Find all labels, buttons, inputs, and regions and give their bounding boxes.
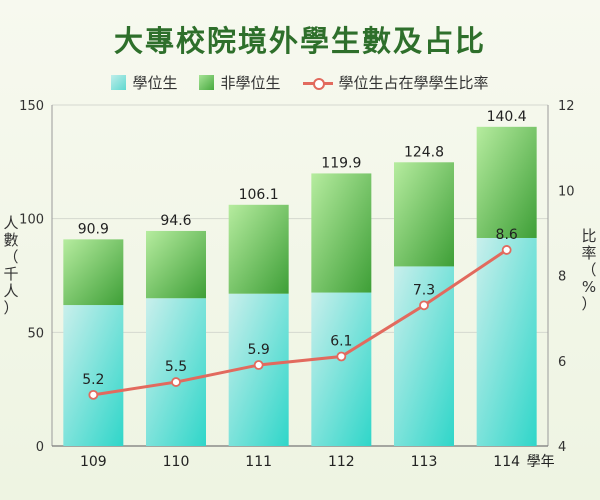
bar-total-label: 90.9 <box>78 221 109 237</box>
y-axis-left-label: 人 數 （ 千 人 ） <box>2 215 20 317</box>
ratio-label: 8.6 <box>496 227 518 243</box>
y-axis-right-char: 率 <box>581 244 597 262</box>
y-axis-right-char: 比 <box>581 227 597 245</box>
ratio-label: 5.2 <box>82 372 104 388</box>
y-tick-label: 50 <box>27 326 44 341</box>
y-axis-left-char: 數 <box>3 231 19 249</box>
bar-total-label: 119.9 <box>321 155 361 171</box>
bar-total-label: 94.6 <box>160 213 191 229</box>
chart-legend: 學位生 非學位生 學位生占在學學生比率 <box>0 72 600 93</box>
y-tick-label: 150 <box>19 99 44 114</box>
bar-nondegree <box>476 126 537 238</box>
y-tick-label: 0 <box>36 440 44 455</box>
y-tick-label: 100 <box>19 213 44 228</box>
legend-nondegree: 非學位生 <box>199 72 281 93</box>
bar-nondegree <box>63 239 124 306</box>
legend-ratio-label: 學位生占在學學生比率 <box>338 74 489 92</box>
x-tick-label: 111 <box>245 454 272 470</box>
ratio-label: 5.9 <box>248 342 270 358</box>
ratio-line <box>93 248 508 397</box>
y-axis-left-char: ） <box>3 299 19 317</box>
ratio-point <box>171 377 181 387</box>
y-axis-right-label: 比 率 （ % ） <box>580 228 598 313</box>
bar-degree <box>476 237 537 446</box>
y2-tick-label: 6 <box>558 355 566 370</box>
legend-nondegree-label: 非學位生 <box>220 74 281 92</box>
y-axis-left-char: 人 <box>3 282 19 300</box>
legend-ratio: 學位生占在學學生比率 <box>302 72 489 93</box>
bar-degree <box>63 305 124 446</box>
x-unit-label: 學年 <box>527 454 555 470</box>
bar-total-label: 140.4 <box>487 109 527 125</box>
bar-total-label: 106.1 <box>239 187 279 203</box>
bar-nondegree <box>228 204 289 294</box>
y2-tick-label: 10 <box>558 184 575 199</box>
ratio-point <box>253 360 264 370</box>
ratio-point <box>419 300 429 311</box>
y-axis-right-char: % <box>581 278 597 296</box>
legend-degree: 學位生 <box>111 72 177 93</box>
y-axis-left-char: 人 <box>3 214 19 232</box>
y-axis-left-char: 千 <box>3 265 19 283</box>
ratio-label: 6.1 <box>330 333 352 349</box>
legend-ratio-line-icon <box>302 77 333 90</box>
chart-title: 大專校院境外學生數及占比 <box>113 24 486 58</box>
legend-nondegree-swatch <box>199 75 215 90</box>
bar-nondegree <box>394 162 454 267</box>
x-tick-label: 114 <box>493 454 520 470</box>
y-axis-right-char: ） <box>581 295 597 313</box>
ratio-label: 7.3 <box>413 282 435 298</box>
bar-degree <box>394 266 454 446</box>
y2-tick-label: 8 <box>558 270 566 285</box>
ratio-point <box>88 389 99 400</box>
y2-tick-label: 4 <box>558 440 566 455</box>
y-axis-left-char: （ <box>3 248 19 266</box>
bar-nondegree <box>311 173 372 293</box>
bar-degree <box>311 292 372 446</box>
ratio-label: 5.5 <box>165 359 187 375</box>
x-tick-label: 112 <box>328 454 355 470</box>
x-tick-label: 110 <box>163 454 190 470</box>
x-tick-label: 109 <box>80 454 107 470</box>
x-tick-label: 113 <box>411 454 438 470</box>
legend-degree-swatch <box>111 75 127 90</box>
bar-degree <box>146 298 206 446</box>
y2-tick-label: 12 <box>558 99 575 114</box>
ratio-point <box>501 245 512 255</box>
y-axis-right-char: （ <box>581 261 597 279</box>
bar-nondegree <box>146 230 206 299</box>
legend-degree-label: 學位生 <box>132 74 178 92</box>
ratio-point <box>336 351 347 362</box>
bar-total-label: 124.8 <box>404 144 444 160</box>
